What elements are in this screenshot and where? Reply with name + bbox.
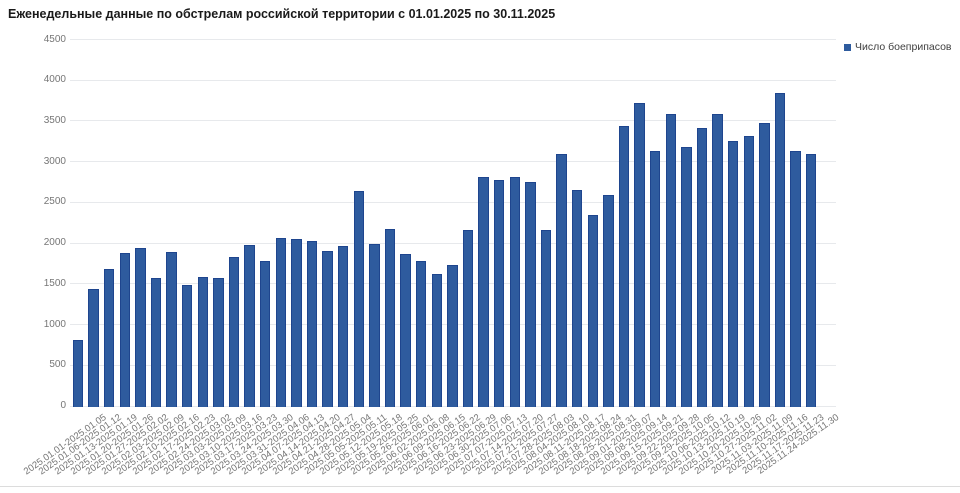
bar[interactable] bbox=[509, 177, 521, 407]
y-tick-label: 3000 bbox=[43, 155, 66, 167]
bar[interactable] bbox=[525, 182, 536, 407]
y-tick-label: 4500 bbox=[43, 33, 66, 45]
legend-label: Число боеприпасов bbox=[855, 41, 952, 53]
gridline bbox=[70, 161, 836, 163]
bar[interactable] bbox=[634, 102, 645, 407]
bar[interactable] bbox=[306, 240, 318, 407]
bar[interactable] bbox=[759, 122, 770, 407]
bar[interactable] bbox=[727, 140, 739, 407]
bar[interactable] bbox=[681, 147, 692, 407]
bar[interactable] bbox=[571, 190, 583, 407]
chart-title: Еженедельные данные по обстрелам российс… bbox=[8, 7, 556, 21]
bar[interactable] bbox=[618, 126, 630, 407]
bar[interactable] bbox=[696, 127, 708, 407]
legend: Число боеприпасов bbox=[844, 41, 952, 53]
bar[interactable] bbox=[119, 253, 131, 407]
bar[interactable] bbox=[540, 229, 552, 407]
gridline bbox=[70, 39, 836, 40]
bar[interactable] bbox=[743, 135, 755, 407]
gridline bbox=[70, 242, 836, 244]
bar[interactable] bbox=[72, 340, 84, 407]
bar[interactable] bbox=[181, 284, 193, 407]
bar[interactable] bbox=[88, 289, 99, 407]
bar[interactable] bbox=[462, 230, 474, 407]
bar[interactable] bbox=[587, 214, 599, 407]
bar[interactable] bbox=[665, 113, 677, 407]
bar[interactable] bbox=[556, 153, 567, 407]
gridline bbox=[70, 201, 836, 203]
bar[interactable] bbox=[259, 261, 271, 407]
bar[interactable] bbox=[369, 244, 380, 407]
y-tick-label: 1500 bbox=[43, 277, 66, 289]
bar[interactable] bbox=[447, 265, 458, 407]
bar[interactable] bbox=[197, 276, 209, 407]
bar[interactable] bbox=[275, 237, 287, 407]
y-tick-label: 2500 bbox=[43, 196, 66, 208]
bar[interactable] bbox=[431, 274, 443, 407]
gridline bbox=[70, 120, 836, 122]
bar[interactable] bbox=[291, 238, 302, 407]
bar[interactable] bbox=[228, 257, 240, 407]
bar[interactable] bbox=[478, 177, 489, 407]
legend-color-swatch bbox=[844, 43, 851, 51]
bar[interactable] bbox=[353, 191, 365, 407]
bar[interactable] bbox=[415, 260, 427, 407]
bar[interactable] bbox=[805, 153, 817, 407]
bar[interactable] bbox=[103, 269, 115, 407]
bar[interactable] bbox=[493, 179, 505, 407]
y-tick-label: 1000 bbox=[43, 318, 66, 330]
bar[interactable] bbox=[166, 251, 177, 407]
footer-divider bbox=[0, 486, 960, 487]
bar[interactable] bbox=[322, 250, 333, 407]
bar[interactable] bbox=[337, 245, 349, 407]
y-tick-label: 500 bbox=[49, 359, 66, 371]
gridline bbox=[70, 79, 836, 81]
y-tick-label: 3500 bbox=[43, 114, 66, 126]
bar[interactable] bbox=[712, 113, 723, 407]
bar[interactable] bbox=[150, 278, 162, 407]
bar[interactable] bbox=[774, 92, 786, 407]
y-tick-label: 0 bbox=[60, 400, 66, 411]
y-tick-label: 2000 bbox=[43, 237, 66, 249]
bar[interactable] bbox=[213, 278, 224, 407]
bar[interactable] bbox=[244, 245, 255, 407]
bar[interactable] bbox=[649, 151, 661, 407]
y-tick-label: 4000 bbox=[43, 74, 66, 86]
bar[interactable] bbox=[790, 150, 801, 407]
bar[interactable] bbox=[603, 195, 614, 407]
bar[interactable] bbox=[384, 228, 396, 407]
bar[interactable] bbox=[135, 248, 146, 407]
bar[interactable] bbox=[400, 254, 411, 407]
